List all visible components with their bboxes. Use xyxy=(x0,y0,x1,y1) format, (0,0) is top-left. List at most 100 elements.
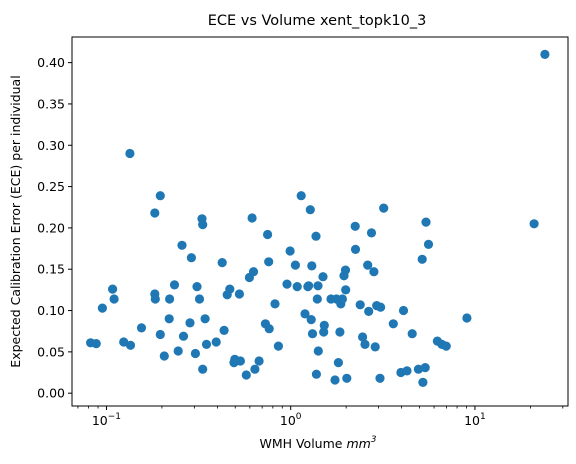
data-point xyxy=(369,267,379,277)
data-point xyxy=(201,339,212,349)
data-point xyxy=(219,325,229,335)
data-point xyxy=(364,306,374,316)
data-point xyxy=(350,221,360,231)
data-point xyxy=(313,281,323,291)
data-point xyxy=(304,281,314,291)
data-point xyxy=(360,339,370,349)
data-point xyxy=(418,377,428,387)
data-point xyxy=(379,203,389,213)
x-axis: 10−1 100 101 xyxy=(77,406,564,428)
data-point xyxy=(376,302,386,312)
data-point xyxy=(296,191,306,201)
y-tick-label: 0.05 xyxy=(37,344,65,359)
data-points xyxy=(86,49,550,387)
data-point xyxy=(318,272,328,282)
data-point xyxy=(248,267,259,277)
data-point xyxy=(119,337,129,347)
data-point xyxy=(340,265,351,275)
data-point xyxy=(388,319,398,329)
data-point xyxy=(423,239,434,249)
data-point xyxy=(333,358,343,368)
data-point xyxy=(337,294,347,304)
data-point xyxy=(155,329,165,340)
data-point xyxy=(155,191,165,201)
data-point xyxy=(159,351,169,361)
data-point xyxy=(178,331,189,341)
data-point xyxy=(366,228,377,238)
x-tick-label: 10−1 xyxy=(92,412,121,428)
data-point xyxy=(200,314,210,324)
data-point xyxy=(217,258,227,268)
data-point xyxy=(282,279,292,289)
data-point xyxy=(165,294,175,304)
data-point xyxy=(341,285,351,295)
y-tick-label: 0.15 xyxy=(37,262,65,277)
data-point xyxy=(407,329,417,339)
y-tick-label: 0.30 xyxy=(37,138,65,153)
data-point xyxy=(169,280,180,290)
data-point xyxy=(358,332,368,342)
data-point xyxy=(254,356,264,366)
data-point xyxy=(198,220,208,230)
data-point xyxy=(311,231,321,241)
data-point xyxy=(290,260,300,270)
data-point xyxy=(109,294,119,304)
data-point xyxy=(247,213,257,223)
y-tick-label: 0.40 xyxy=(37,55,65,70)
data-point xyxy=(125,340,136,350)
data-point xyxy=(300,309,310,319)
data-point xyxy=(186,253,196,263)
data-point xyxy=(305,205,315,215)
data-point xyxy=(108,284,118,294)
data-point xyxy=(198,364,208,374)
data-point xyxy=(319,327,329,337)
data-point xyxy=(190,348,200,359)
data-point xyxy=(319,320,329,330)
data-point xyxy=(185,318,195,328)
data-point xyxy=(97,303,107,313)
data-point xyxy=(250,364,260,374)
data-point xyxy=(370,342,380,352)
data-point xyxy=(363,260,373,270)
y-tick-label: 0.20 xyxy=(37,220,65,235)
data-point xyxy=(335,327,345,337)
x-tick-label: 100 xyxy=(280,412,302,428)
data-point xyxy=(264,257,274,267)
data-point xyxy=(307,261,317,271)
data-point xyxy=(125,148,135,159)
data-point xyxy=(234,289,244,299)
data-point xyxy=(421,217,431,227)
data-point xyxy=(192,282,202,292)
y-tick-label: 0.25 xyxy=(37,179,65,194)
y-axis: 0.00 0.05 0.10 0.15 0.20 0.25 0.30 0.35 0.40 xyxy=(37,55,72,401)
data-point xyxy=(177,240,187,250)
data-point xyxy=(355,300,365,310)
data-point xyxy=(342,373,352,383)
data-point xyxy=(312,294,322,304)
data-point xyxy=(241,370,251,380)
data-point xyxy=(150,294,160,304)
x-axis-label: WMH Volume mm3 xyxy=(259,435,376,451)
y-tick-label: 0.00 xyxy=(37,386,65,401)
data-point xyxy=(420,363,430,373)
data-point xyxy=(417,254,427,264)
data-point xyxy=(307,329,318,339)
data-point xyxy=(398,305,409,316)
data-point xyxy=(441,341,451,351)
data-point xyxy=(350,244,361,254)
y-tick-label: 0.35 xyxy=(37,96,65,111)
data-point xyxy=(285,246,295,256)
data-point xyxy=(164,314,174,324)
data-point xyxy=(150,208,160,218)
plot-area xyxy=(71,36,569,407)
data-point xyxy=(173,346,183,356)
data-point xyxy=(194,294,205,304)
data-point xyxy=(375,373,385,383)
data-point xyxy=(136,323,147,333)
data-point xyxy=(330,375,340,385)
y-axis-label: Expected Calibration Error (ECE) per ind… xyxy=(8,75,23,367)
chart-title: ECE vs Volume xent_topk10_3 xyxy=(208,13,427,29)
data-point xyxy=(273,341,283,351)
data-point xyxy=(270,299,280,309)
